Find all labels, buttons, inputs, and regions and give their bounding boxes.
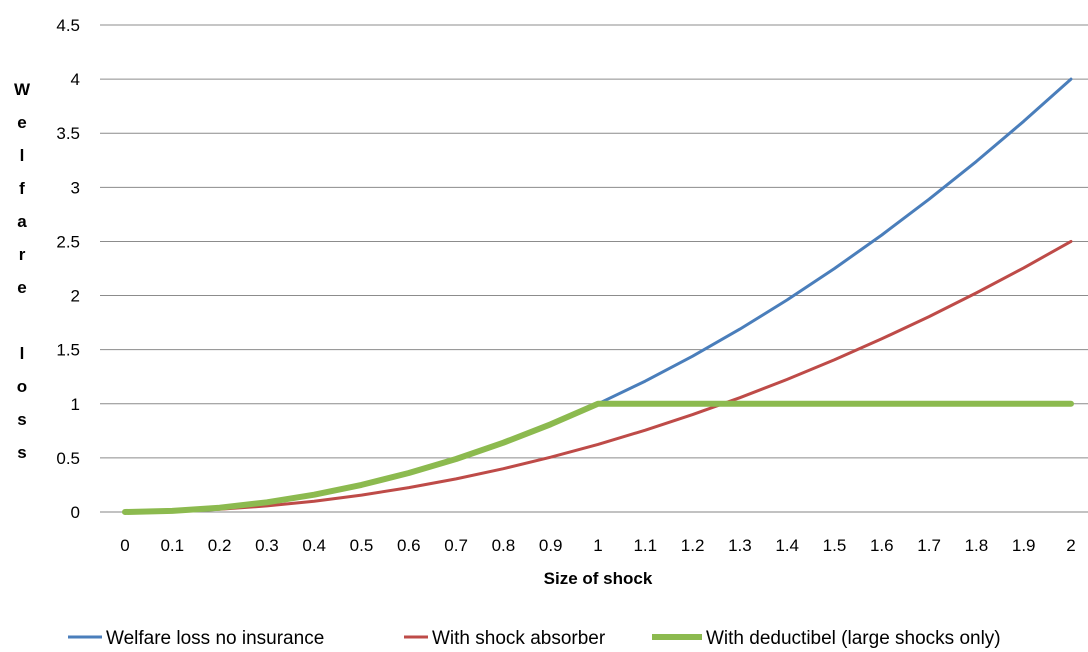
y-tick-label: 2.5 xyxy=(56,232,80,251)
x-tick-label: 0 xyxy=(120,536,129,555)
gridlines xyxy=(100,24,1088,513)
legend-label: With shock absorber xyxy=(432,628,606,649)
x-tick-label: 2 xyxy=(1066,536,1075,555)
x-tick-label: 0.6 xyxy=(397,536,421,555)
series-lines xyxy=(122,77,1074,515)
x-axis-title: Size of shock xyxy=(544,569,653,588)
x-tick-label: 0.7 xyxy=(444,536,468,555)
x-tick-label: 0.4 xyxy=(302,536,326,555)
legend-label: Welfare loss no insurance xyxy=(106,628,324,649)
y-axis-tick-labels: 0 0.5 1 1.5 2 2.5 3 3.5 4 4.5 xyxy=(56,16,80,522)
y-axis-title-letter: W xyxy=(14,80,31,99)
x-tick-label: 0.9 xyxy=(539,536,563,555)
series-line-2 xyxy=(123,239,1073,514)
y-axis-title-letter: s xyxy=(17,443,26,462)
x-tick-label: 0.8 xyxy=(492,536,516,555)
y-tick-label: 0.5 xyxy=(56,449,80,468)
x-tick-label: 1.7 xyxy=(917,536,941,555)
x-tick-label: 1.1 xyxy=(633,536,657,555)
y-tick-label: 1.5 xyxy=(56,341,80,360)
y-tick-label: 4 xyxy=(71,70,80,89)
y-axis-title-letter: r xyxy=(19,245,26,264)
x-tick-label: 0.3 xyxy=(255,536,279,555)
y-axis-title-letter: l xyxy=(20,146,25,165)
x-tick-label: 1.4 xyxy=(775,536,799,555)
x-tick-label: 1.9 xyxy=(1012,536,1036,555)
x-tick-label: 0.2 xyxy=(208,536,232,555)
y-tick-label: 1 xyxy=(71,395,80,414)
y-tick-label: 0 xyxy=(71,503,80,522)
y-axis-title-letter: o xyxy=(17,377,27,396)
x-axis-tick-labels: 0 0.1 0.2 0.3 0.4 0.5 0.6 0.7 0.8 0.9 1 1.1 1.2 1.3 1.… xyxy=(120,536,1075,555)
legend-label: With deductibel (large shocks only) xyxy=(706,628,1001,649)
legend: Welfare loss no insurance With shock abso… xyxy=(68,628,1001,649)
x-tick-label: 1.3 xyxy=(728,536,752,555)
y-tick-label: 3.5 xyxy=(56,124,80,143)
x-tick-label: 1.6 xyxy=(870,536,894,555)
y-axis-title-letter: a xyxy=(17,212,27,231)
y-axis-title-letter: s xyxy=(17,410,26,429)
x-tick-label: 0.5 xyxy=(350,536,374,555)
x-tick-label: 1.2 xyxy=(681,536,705,555)
y-tick-label: 3 xyxy=(71,178,80,197)
y-axis-title-letter: f xyxy=(19,179,25,198)
x-tick-label: 1.5 xyxy=(823,536,847,555)
series-line-3 xyxy=(122,400,1074,515)
x-tick-label: 1.8 xyxy=(965,536,989,555)
y-axis-title-letter: e xyxy=(17,278,26,297)
x-tick-label: 0.1 xyxy=(160,536,184,555)
y-tick-label: 4.5 xyxy=(56,16,80,35)
y-tick-label: 2 xyxy=(71,287,80,306)
x-tick-label: 1 xyxy=(593,536,602,555)
y-axis-title-letter: e xyxy=(17,113,26,132)
y-axis-title-letter: l xyxy=(20,344,25,363)
